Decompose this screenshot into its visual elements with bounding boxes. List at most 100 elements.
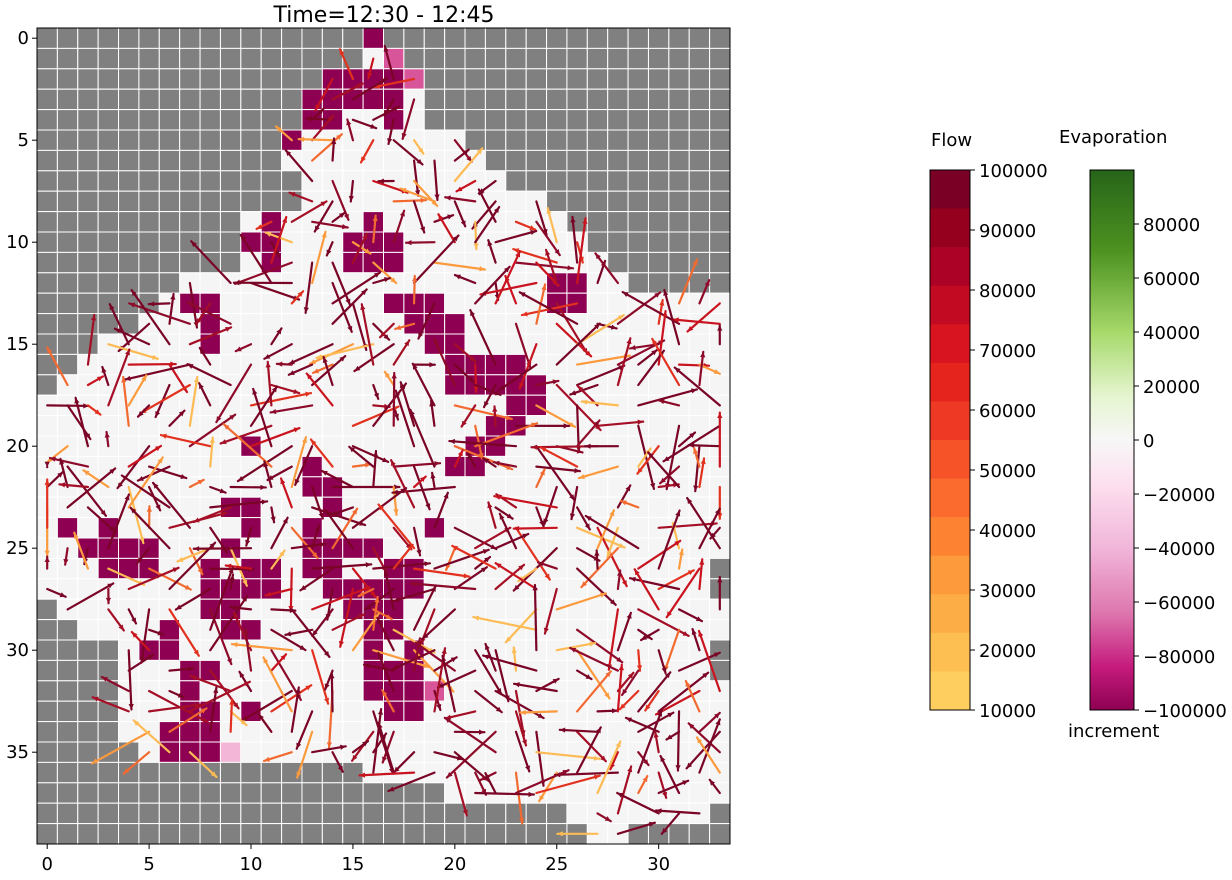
grid-cell [384, 293, 404, 313]
grid-cell [261, 191, 281, 211]
grid-cell [220, 803, 240, 823]
grid-cell [384, 803, 404, 823]
grid-cell [37, 701, 57, 721]
grid-cell [485, 599, 505, 619]
grid-cell [220, 171, 240, 191]
flow-colorbar-segment [930, 170, 970, 209]
grid-cell [98, 803, 118, 823]
grid-cell [648, 212, 668, 232]
grid-cell [139, 824, 159, 844]
grid-cell [710, 232, 730, 252]
grid-cell [710, 252, 730, 272]
grid-cell [506, 354, 526, 374]
grid-cell [547, 89, 567, 109]
grid-cell [648, 150, 668, 170]
grid-cell [57, 252, 77, 272]
grid-cell [37, 681, 57, 701]
grid-cell [37, 824, 57, 844]
grid-cell [628, 212, 648, 232]
grid-cell [241, 803, 261, 823]
grid-cell [159, 232, 179, 252]
evaporation-colorbar-labels: 800006000040000200000−20000−40000−60000−… [1134, 215, 1227, 722]
flow-colorbar-segment [930, 633, 970, 672]
grid-cell [220, 742, 240, 762]
grid-cell [363, 660, 383, 680]
grid-cell [608, 232, 628, 252]
grid-cell [567, 803, 587, 823]
grid-cell [241, 497, 261, 517]
grid-cell [78, 110, 98, 130]
grid-cell [220, 28, 240, 48]
grid-cell [506, 89, 526, 109]
grid-cell [282, 48, 302, 68]
grid-cell [241, 150, 261, 170]
grid-cell [689, 334, 709, 354]
grid-cell [78, 824, 98, 844]
grid-cell [78, 640, 98, 660]
grid-cell [37, 436, 57, 456]
grid-cell [200, 232, 220, 252]
grid-cell [37, 620, 57, 640]
grid-cell [78, 803, 98, 823]
grid-cell [445, 824, 465, 844]
grid-cell [608, 28, 628, 48]
grid-cell [710, 375, 730, 395]
grid-cell [587, 477, 607, 497]
chart-title: Time=12:30 - 12:45 [273, 3, 495, 28]
grid-cell [648, 48, 668, 68]
grid-cell [689, 783, 709, 803]
grid-cell [180, 803, 200, 823]
grid-cell [57, 803, 77, 823]
grid-cell [37, 416, 57, 436]
grid-cell [384, 150, 404, 170]
grid-cell [139, 110, 159, 130]
evaporation-colorbar-label: −100000 [1143, 701, 1227, 722]
grid-cell [506, 150, 526, 170]
grid-cell [608, 191, 628, 211]
grid-cell [302, 314, 322, 334]
grid-cell [159, 48, 179, 68]
grid-cell [710, 273, 730, 293]
grid-cell [547, 150, 567, 170]
grid-cell [322, 416, 342, 436]
grid-cell [363, 436, 383, 456]
grid-cell [159, 150, 179, 170]
grid-cell [159, 783, 179, 803]
grid-cell [159, 701, 179, 721]
grid-cell [57, 28, 77, 48]
grid-cell [220, 783, 240, 803]
grid-cell [567, 89, 587, 109]
flow-colorbar-segment [930, 286, 970, 325]
grid-cell [37, 334, 57, 354]
grid-cell [78, 518, 98, 538]
grid-cell [424, 273, 444, 293]
flow-colorbar-title: Flow [931, 130, 972, 151]
grid-cell [220, 150, 240, 170]
grid-cell [220, 252, 240, 272]
grid-cell [506, 640, 526, 660]
evaporation-colorbar-label: −20000 [1143, 485, 1215, 506]
flow-colorbar-label: 90000 [979, 221, 1036, 242]
grid-cell [241, 28, 261, 48]
grid-cell [689, 89, 709, 109]
grid-cell [241, 110, 261, 130]
grid-cell [37, 48, 57, 68]
grid-cell [159, 824, 179, 844]
x-tick-label: 15 [341, 854, 364, 875]
grid-cell [506, 69, 526, 89]
grid-cell [37, 150, 57, 170]
flow-colorbar-segment [930, 401, 970, 440]
grid-cell [220, 293, 240, 313]
grid-cell [710, 640, 730, 660]
grid-cell [241, 89, 261, 109]
flow-colorbar-segment [930, 671, 970, 710]
grid-cell [648, 824, 668, 844]
grid-cell [119, 69, 139, 89]
grid-cell [220, 456, 240, 476]
grid-cell [567, 130, 587, 150]
grid-cell [404, 252, 424, 272]
grid-cell [57, 273, 77, 293]
grid-cell [220, 762, 240, 782]
grid-cell [302, 824, 322, 844]
grid-cell [628, 89, 648, 109]
